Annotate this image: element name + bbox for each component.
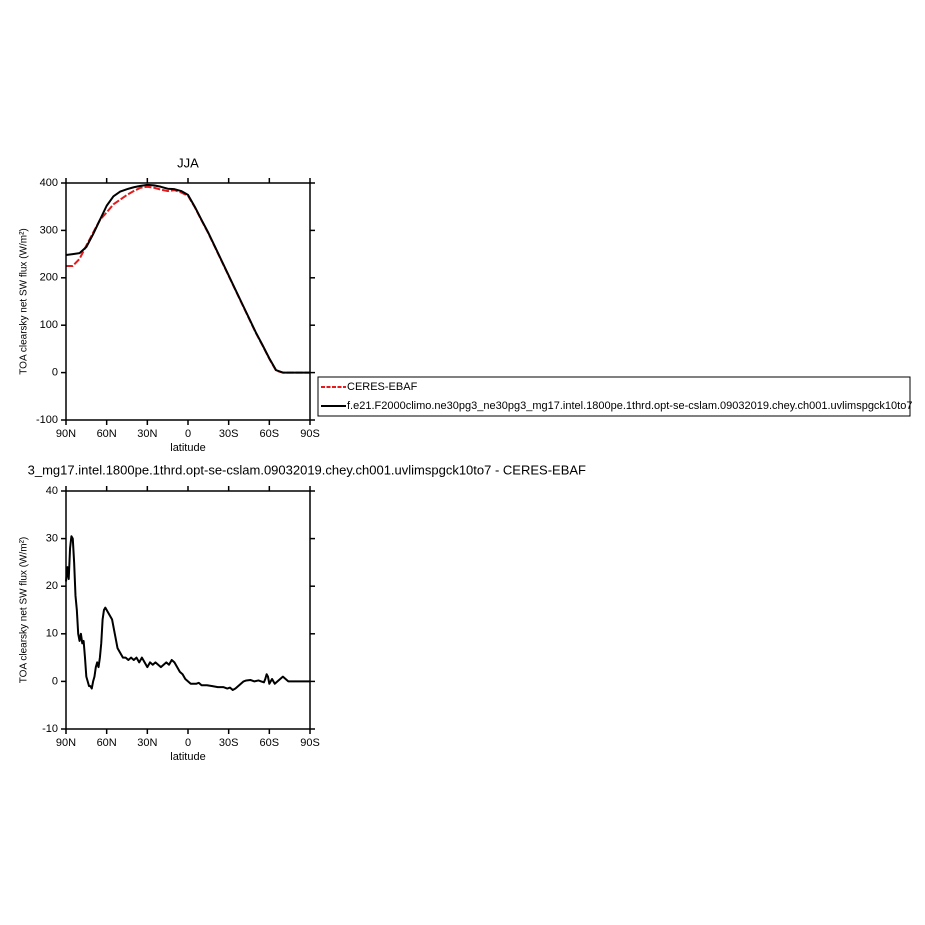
y-tick-label: 400 [40,177,58,189]
legend-label: CERES-EBAF [347,381,418,393]
x-tick-label: 60N [97,737,117,749]
x-tick-label: 90S [300,737,320,749]
x-tick-label: 90N [56,737,76,749]
x-tick-label: 90N [56,428,76,440]
y-axis-label: TOA clearsky net SW flux (W/m²) [19,228,30,375]
x-tick-label: 30N [137,428,157,440]
chart-title: JJA [177,155,199,170]
x-tick-label: 0 [185,428,191,440]
x-tick-label: 30S [219,737,239,749]
x-axis-label: latitude [170,442,205,454]
x-tick-label: 60N [97,428,117,440]
y-tick-label: 0 [52,367,58,379]
y-tick-label: 300 [40,224,58,236]
chart-title: 3_mg17.intel.1800pe.1thrd.opt-se-cslam.0… [28,462,586,477]
plot-frame [65,490,311,730]
y-axis-label: TOA clearsky net SW flux (W/m²) [19,537,30,684]
x-axis-label: latitude [170,751,205,763]
y-tick-label: -100 [36,414,58,426]
y-tick-label: 20 [46,580,58,592]
x-tick-label: 60S [260,428,280,440]
plot-frame [65,182,311,421]
y-tick-label: 100 [40,319,58,331]
y-tick-label: 200 [40,272,58,284]
x-tick-label: 60S [260,737,280,749]
x-tick-label: 0 [185,737,191,749]
x-tick-label: 90S [300,428,320,440]
y-tick-label: 30 [46,533,58,545]
y-tick-label: 40 [46,485,58,497]
x-tick-label: 30S [219,428,239,440]
legend-label: f.e21.F2000climo.ne30pg3_ne30pg3_mg17.in… [347,400,912,412]
x-tick-label: 30N [137,737,157,749]
y-tick-label: 0 [52,675,58,687]
data-line [65,183,310,374]
y-tick-label: 10 [46,628,58,640]
y-tick-label: -10 [42,723,58,735]
data-line [65,535,310,691]
legend-box [317,376,911,417]
